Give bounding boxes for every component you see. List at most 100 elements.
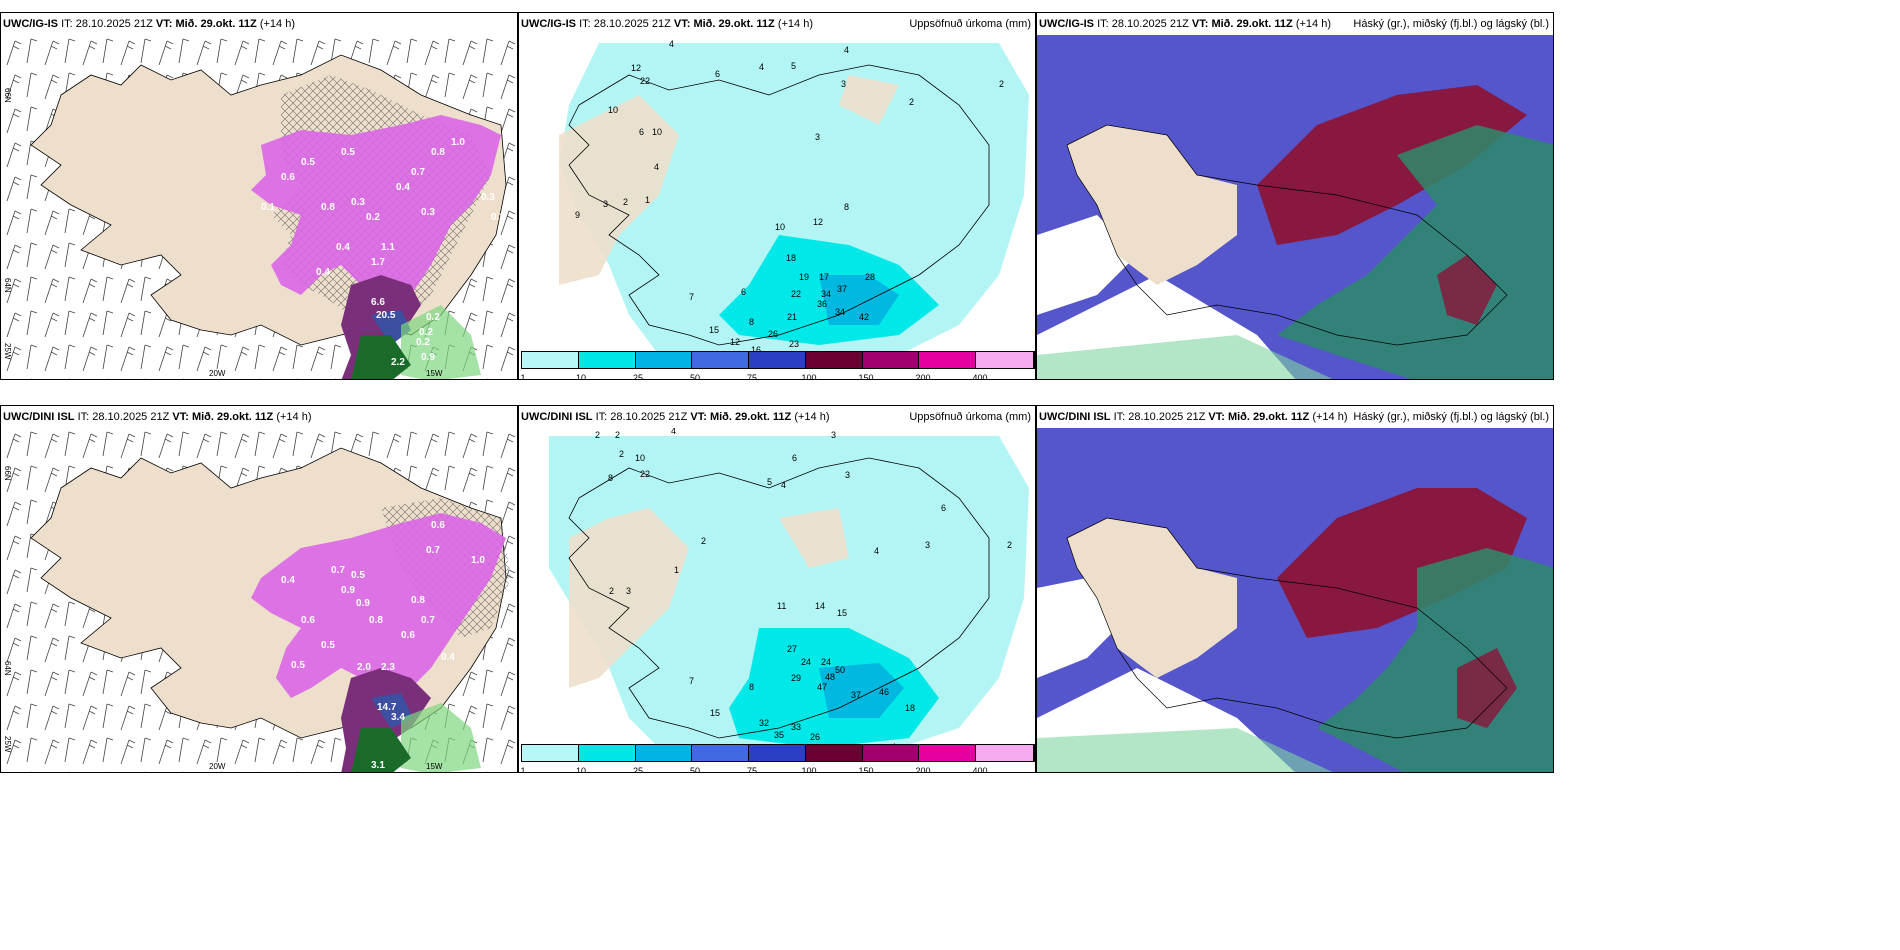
value-label: 6 [715,69,720,79]
value-label: 20.5 [376,310,396,321]
it-label: IT: [77,411,90,423]
panel-ig-wind: UWC/IG-IS IT: 28.10.2025 21Z VT: Mið. 29… [0,12,518,380]
value-label: 3 [831,430,836,440]
lon-label: 20W [209,369,226,378]
colorbar-segment [522,745,579,761]
value-label: 2 [609,586,614,596]
mid-cloud-patch [1437,255,1497,325]
cloud-map[interactable] [1037,428,1554,773]
init-time: 28.10.2025 21Z [75,18,153,30]
value-label: 6.6 [371,297,385,308]
panel-header: UWC/IG-IS IT: 28.10.2025 21Z VT: Mið. 29… [1037,13,1553,35]
low-cloud-light [1037,335,1333,379]
value-label: 36 [817,299,827,309]
value-label: 4 [671,428,676,436]
cloud-map[interactable] [1037,35,1554,380]
colorbar-segment [749,352,806,368]
value-label: 18 [786,253,796,263]
mid-cloud [1257,85,1527,245]
wind-snow-map[interactable]: 0.6 0.7 0.5 1.0 0.4 0.7 0.8 0.9 0.8 0.6 … [1,428,518,773]
precip-map[interactable]: 4 4 6 5 4 3 2 2 12 22 10 6 10 4 2 1 3 9 … [519,35,1036,355]
value-label: 34 [821,289,831,299]
value-label: 0.7 [411,167,425,178]
value-label: 24 [821,657,831,667]
colorbar-segment [805,745,863,761]
value-label: 7 [689,676,694,686]
lat-label: 64N [3,278,12,293]
precip-map[interactable]: 2 2 4 2 10 22 8 6 3 5 4 3 6 2 1 2 3 4 2 … [519,428,1036,748]
coastline [1066,124,1508,346]
value-label: 15 [710,708,720,718]
value-label: 0.2 [426,312,440,323]
value-label: 22 [640,469,650,479]
rain-area [401,305,481,379]
value-label: 27 [787,644,797,654]
init-time: 28.10.2025 21Z [92,411,170,423]
value-label: 37 [837,284,847,294]
value-label: 22 [640,76,650,86]
panel-header: UWC/IG-IS IT: 28.10.2025 21Z VT: Mið. 29… [519,13,1035,35]
colorbar-label: 150 [858,766,874,773]
value-label: 0.5 [301,157,315,168]
value-label: 2.0 [357,662,371,673]
value-label: 14 [815,601,825,611]
value-label: 0.6 [431,520,445,531]
value-label: 0.2 [419,327,433,338]
vt-label: VT: [690,411,707,423]
panel-header: UWC/IG-IS IT: 28.10.2025 21Z VT: Mið. 29… [1,13,517,35]
value-label: 2 [623,197,628,207]
dry-area [779,508,849,568]
valid-time: Mið. 29.okt. 11Z [709,411,792,423]
value-label: 10 [608,105,618,115]
value-label: 4 [669,39,674,49]
vt-label: VT: [172,411,189,423]
lead-time: (+14 h) [777,18,813,30]
value-label: 19 [799,272,809,282]
colorbar-label: 400 [972,766,988,773]
value-label: 0.8 [431,147,445,158]
vt-label: VT: [1208,411,1225,423]
value-label: 0.2 [416,337,430,348]
value-label: 28 [865,272,875,282]
value-label: 17 [819,272,829,282]
colorbar-label: 50 [689,766,701,773]
colorbar-segment [692,745,750,761]
colorbar-segment [862,745,920,761]
value-label: 0.4 [316,267,330,278]
lead-time: (+14 h) [1312,411,1348,423]
rain-area [401,703,481,772]
colorbar-label: 75 [746,373,758,380]
value-label: 8 [608,473,613,483]
value-label: 48 [825,672,835,682]
colorbar-segment [805,352,863,368]
colorbar-segment [692,352,750,368]
colorbar-label: 200 [915,766,931,773]
lead-time: (+14 h) [794,411,830,423]
panel-title: Uppsöfnuð úrkoma (mm) [909,411,1031,423]
precip-high [819,275,899,325]
init-time: 28.10.2025 21Z [1128,411,1206,423]
colorbar-segment [578,745,636,761]
value-label: 0.4 [441,652,455,663]
value-label: 32 [759,718,769,728]
value-label: 0.3 [491,212,505,223]
colorbar-label: 400 [972,373,988,380]
wind-snow-map[interactable]: 0.5 0.5 0.8 0.7 1.0 0.6 0.4 0.3 0.3 0.3 … [1,35,518,380]
value-label: 26 [768,329,778,339]
value-label: 8 [844,202,849,212]
it-label: IT: [595,411,608,423]
panel-title: Háský (gr.), miðský (fj.bl.) og lágský (… [1353,18,1549,30]
value-label: 18 [905,703,915,713]
value-label: 0.5 [341,147,355,158]
model-name: UWC/IG-IS [521,18,576,30]
precip-high [819,663,904,718]
it-label: IT: [1097,18,1109,30]
value-label: 0.7 [426,545,440,556]
value-label: 1.7 [371,257,385,268]
vt-label: VT: [155,18,173,30]
value-labels: 0.5 0.5 0.8 0.7 1.0 0.6 0.4 0.3 0.3 0.3 … [261,137,505,368]
value-label: 0.6 [281,172,295,183]
vt-label: VT: [1191,18,1209,30]
value-label: 5 [767,477,772,487]
value-label: 0.4 [336,242,350,253]
